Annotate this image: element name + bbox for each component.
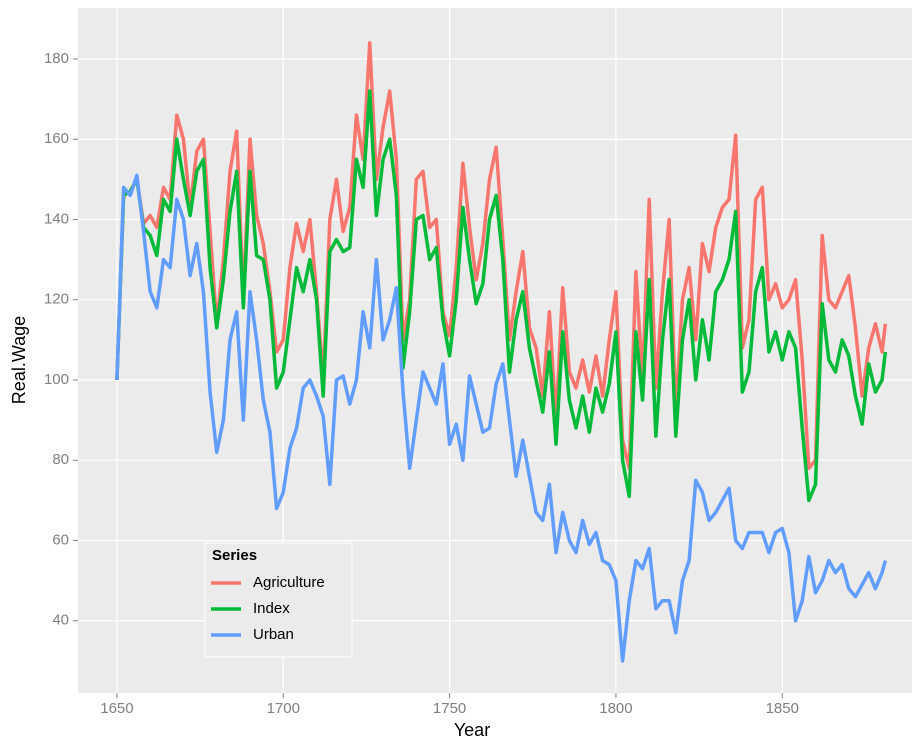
x-tick-label: 1700 xyxy=(267,700,300,717)
y-tick-label: 120 xyxy=(44,291,69,308)
ticks: 40 60 80 100 120 140 160 180 1650 1700 1750 1800 185… xyxy=(44,50,799,717)
y-tick-label: 180 xyxy=(44,50,69,67)
y-axis-title: Real.Wage xyxy=(9,316,29,404)
series-line xyxy=(115,89,888,503)
lines xyxy=(115,41,888,663)
legend-label: Urban xyxy=(253,626,294,643)
y-tick-label: 60 xyxy=(52,531,69,548)
legend-title: Series xyxy=(212,547,257,564)
x-tick-label: 1850 xyxy=(766,700,799,717)
y-tick-label: 100 xyxy=(44,371,69,388)
x-tick-label: 1800 xyxy=(599,700,632,717)
y-tick-label: 40 xyxy=(52,612,69,629)
legend-label: Agriculture xyxy=(253,574,325,591)
plot-background xyxy=(78,8,912,693)
x-tick-label: 1650 xyxy=(100,700,133,717)
x-tick-label: 1750 xyxy=(433,700,466,717)
legend: Series Agriculture Index Urban xyxy=(204,542,353,658)
legend-label: Index xyxy=(253,600,290,617)
y-tick-label: 160 xyxy=(44,130,69,147)
series-line xyxy=(115,173,888,663)
y-tick-label: 80 xyxy=(52,451,69,468)
y-tick-label: 140 xyxy=(44,210,69,227)
x-axis-title: Year xyxy=(454,720,490,740)
legend-box xyxy=(204,542,353,658)
